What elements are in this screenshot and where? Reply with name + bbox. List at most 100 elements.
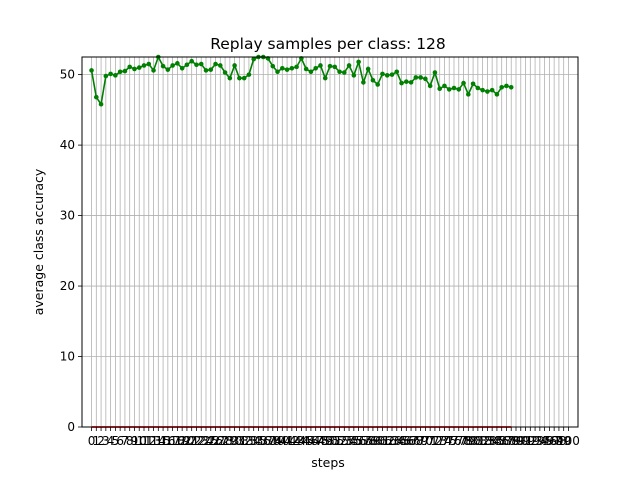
x-tick-label: 47 (308, 434, 323, 448)
data-point (284, 67, 290, 72)
data-point (480, 87, 485, 93)
x-tick-label: 51 (327, 434, 342, 448)
x-tick-label: 91 (518, 434, 533, 448)
x-tick-label: 33 (241, 434, 256, 448)
x-tick-label: 12 (141, 434, 156, 448)
data-point (442, 83, 447, 89)
x-tick-label: 18 (170, 434, 185, 448)
data-point (280, 65, 285, 71)
x-tick-label: 20 (179, 434, 194, 448)
x-tick-label: 11 (136, 434, 151, 448)
y-tick-label: 30 (60, 209, 75, 223)
x-tick-label: 60 (370, 434, 385, 448)
data-point (418, 75, 423, 80)
data-point (203, 68, 209, 73)
x-tick-label: 32 (237, 434, 252, 448)
x-tick-label: 100 (557, 434, 580, 448)
x-tick-label: 87 (499, 434, 514, 448)
x-tick-label: 42 (284, 434, 299, 448)
data-point (423, 76, 428, 82)
x-tick-label: 7 (121, 434, 129, 448)
data-point (408, 80, 414, 85)
data-point (370, 77, 376, 83)
data-point (499, 85, 504, 90)
data-point (342, 70, 347, 75)
data-point (270, 63, 276, 69)
y-tick-label: 50 (60, 68, 75, 82)
data-point (127, 64, 132, 70)
x-tick-label: 71 (423, 434, 438, 448)
data-point (356, 59, 361, 65)
data-point (399, 80, 404, 86)
x-tick-label: 2 (97, 434, 105, 448)
x-tick-label: 6 (116, 434, 124, 448)
x-tick-label: 88 (504, 434, 519, 448)
x-tick-label: 24 (198, 434, 213, 448)
x-tick-label: 63 (384, 434, 399, 448)
x-tick-label: 54 (341, 434, 356, 448)
data-point (179, 65, 185, 71)
x-tick-label: 99 (556, 434, 571, 448)
data-point (227, 75, 233, 81)
x-tick-label: 48 (313, 434, 328, 448)
data-point (504, 83, 509, 89)
x-tick-label: 25 (203, 434, 218, 448)
data-point (308, 69, 314, 75)
data-point (489, 87, 495, 93)
data-point (451, 85, 457, 91)
y-tick-label: 0 (67, 420, 75, 434)
x-tick-label: 82 (475, 434, 490, 448)
data-point (361, 80, 366, 85)
data-point (466, 92, 471, 97)
x-tick-label: 58 (361, 434, 376, 448)
x-tick-label: 44 (294, 434, 309, 448)
data-point (151, 68, 156, 73)
data-point (175, 61, 180, 66)
data-point (427, 83, 433, 89)
data-point (485, 89, 490, 94)
y-tick-label: 40 (60, 138, 75, 152)
data-point (413, 75, 419, 80)
data-point (136, 65, 142, 70)
data-point (389, 72, 395, 77)
x-tick-label: 8 (126, 434, 134, 448)
data-point (404, 79, 409, 84)
data-point (170, 63, 175, 68)
x-tick-label: 13 (146, 434, 161, 448)
data-point (222, 70, 228, 75)
x-tick-label: 53 (337, 434, 352, 448)
x-tick-label: 94 (532, 434, 547, 448)
data-point (189, 58, 194, 64)
data-point (470, 81, 476, 87)
data-point (251, 56, 256, 62)
y-axis-label: average class accuracy (31, 168, 46, 315)
x-tick-label: 31 (232, 434, 247, 448)
data-point (375, 82, 380, 87)
x-tick-label: 89 (508, 434, 523, 448)
ticks: 0102030405001234567891011121314151617181… (60, 68, 580, 448)
data-point (232, 63, 237, 68)
x-tick-label: 34 (246, 434, 261, 448)
x-tick-label: 26 (208, 434, 223, 448)
x-tick-label: 40 (275, 434, 290, 448)
data-point (89, 68, 94, 73)
x-tick-label: 61 (375, 434, 390, 448)
x-tick-label: 5 (112, 434, 120, 448)
x-tick-label: 36 (256, 434, 271, 448)
y-tick-label: 20 (60, 279, 75, 293)
x-tick-label: 46 (303, 434, 318, 448)
data-point (394, 69, 400, 75)
x-tick-label: 66 (399, 434, 414, 448)
x-tick-label: 79 (461, 434, 476, 448)
x-tick-label: 30 (227, 434, 242, 448)
data-point (289, 65, 295, 71)
data-point (160, 63, 166, 69)
x-tick-label: 85 (489, 434, 504, 448)
x-tick-label: 23 (194, 434, 209, 448)
x-tick-label: 4 (107, 434, 115, 448)
x-tick-label: 0 (88, 434, 96, 448)
x-tick-label: 57 (356, 434, 371, 448)
x-tick-label: 98 (551, 434, 566, 448)
data-point (237, 75, 242, 81)
data-point (198, 61, 204, 67)
